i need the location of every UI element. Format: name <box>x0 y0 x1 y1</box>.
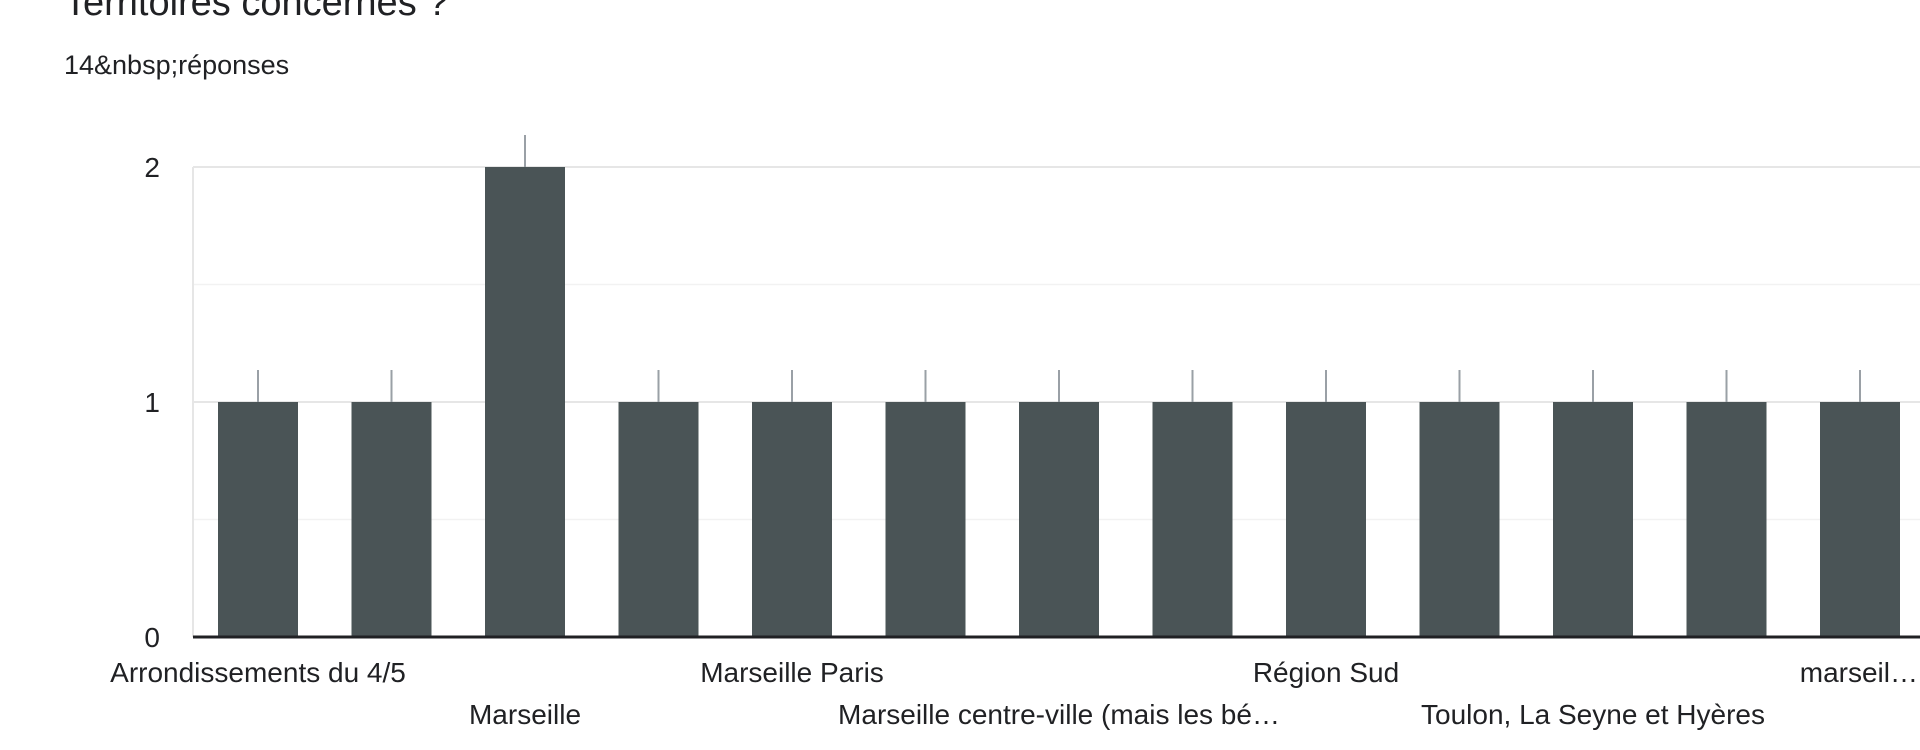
y-tick-label: 0 <box>144 622 160 653</box>
bar <box>618 402 699 637</box>
bar <box>218 402 298 637</box>
bar <box>1152 402 1233 637</box>
axis-labels: 0 1 2 Arrondissements du 4/5 Marseille Marsei… <box>110 152 1918 730</box>
x-tick-label: Arrondissements du 4/5 <box>110 657 406 688</box>
bar <box>1019 402 1099 637</box>
bar <box>752 402 832 637</box>
x-tick-label: Marseille <box>469 699 581 730</box>
bar <box>1286 402 1366 637</box>
bar <box>1820 402 1900 637</box>
bars <box>218 135 1900 637</box>
x-tick-label: Marseille Paris <box>700 657 884 688</box>
question-title: Territoires concernés ? <box>64 0 449 24</box>
bar <box>485 167 565 637</box>
response-count: 14&nbsp;réponses <box>64 50 290 80</box>
x-tick-label: marseil… <box>1800 657 1918 688</box>
bar <box>885 402 966 637</box>
y-tick-label: 2 <box>144 152 160 183</box>
bar <box>1553 402 1633 637</box>
bar <box>1419 402 1500 637</box>
bar <box>1686 402 1767 637</box>
bar <box>351 402 432 637</box>
x-tick-label: Toulon, La Seyne et Hyères <box>1421 699 1765 730</box>
x-tick-label: Marseille centre-ville (mais les bé… <box>838 699 1280 730</box>
y-tick-label: 1 <box>144 387 160 418</box>
x-tick-label: Région Sud <box>1253 657 1399 688</box>
